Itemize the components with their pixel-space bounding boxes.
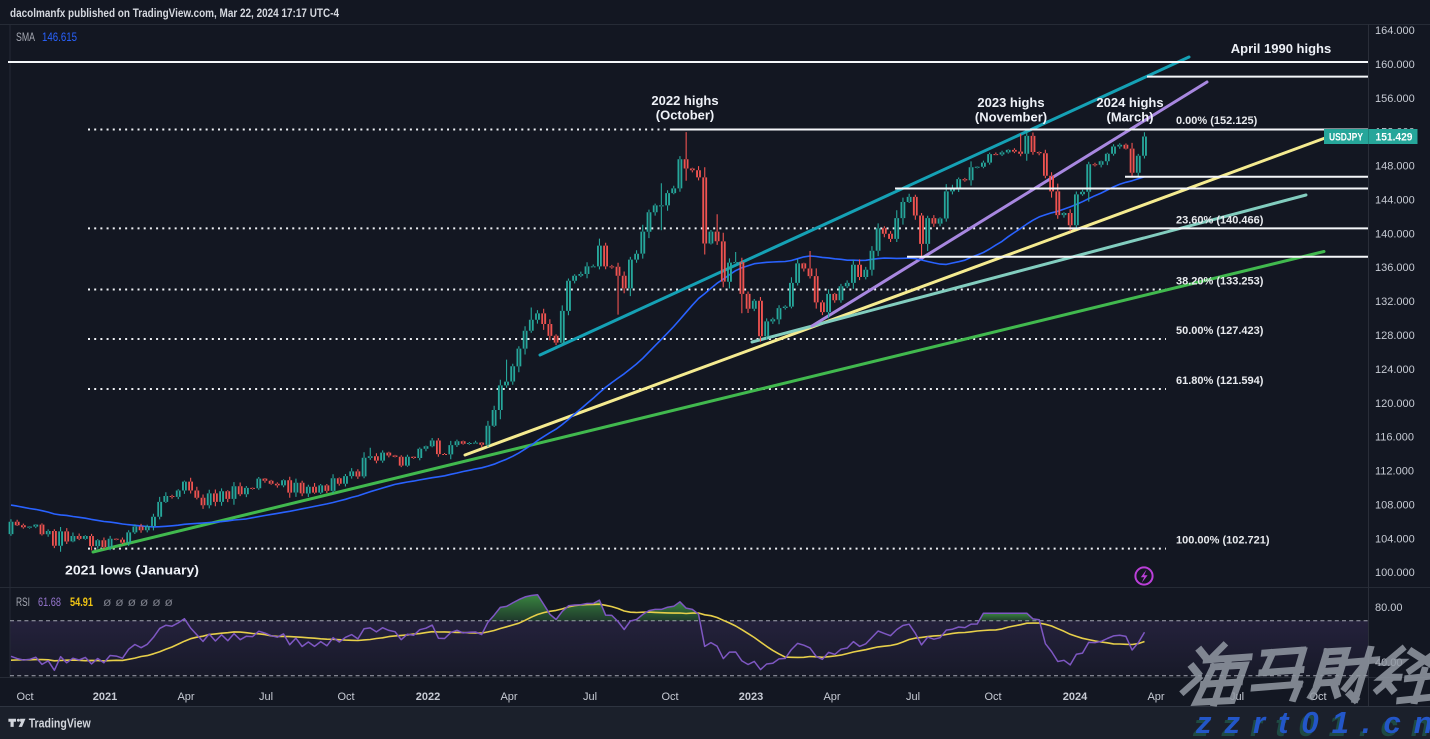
- svg-text:Apr: Apr: [1147, 691, 1164, 703]
- svg-text:38.20% (133.253): 38.20% (133.253): [1176, 276, 1264, 288]
- svg-text:156.000: 156.000: [1375, 93, 1415, 105]
- svg-text:April 1990 highs: April 1990 highs: [1231, 41, 1331, 56]
- svg-text:23.60% (140.466): 23.60% (140.466): [1176, 215, 1264, 227]
- svg-text:zzrt01.cn: zzrt01.cn: [1195, 705, 1430, 739]
- svg-text:(November): (November): [975, 110, 1047, 125]
- svg-text:SMA: SMA: [16, 30, 35, 44]
- svg-text:112.000: 112.000: [1375, 466, 1414, 478]
- svg-text:164.000: 164.000: [1375, 25, 1415, 37]
- svg-text:0.00% (152.125): 0.00% (152.125): [1176, 115, 1258, 127]
- svg-text:132.000: 132.000: [1375, 296, 1415, 308]
- svg-text:151.429: 151.429: [1376, 132, 1413, 144]
- svg-text:(October): (October): [656, 108, 715, 123]
- svg-text:100.000: 100.000: [1375, 567, 1415, 579]
- svg-text:124.000: 124.000: [1375, 364, 1415, 376]
- svg-text:148.000: 148.000: [1375, 161, 1415, 173]
- svg-text:2022 highs: 2022 highs: [651, 93, 718, 108]
- svg-text:Jul: Jul: [259, 691, 273, 703]
- svg-text:160.000: 160.000: [1375, 59, 1415, 71]
- svg-text:Jul: Jul: [583, 691, 597, 703]
- svg-text:Apr: Apr: [500, 691, 517, 703]
- svg-text:2023: 2023: [739, 691, 763, 703]
- svg-text:Oct: Oct: [16, 691, 33, 703]
- svg-text:2021 lows (January): 2021 lows (January): [65, 563, 199, 578]
- svg-text:RSI: RSI: [16, 595, 30, 609]
- svg-text:80.00: 80.00: [1375, 602, 1403, 614]
- svg-text:Apr: Apr: [823, 691, 840, 703]
- svg-text:100.00% (102.721): 100.00% (102.721): [1176, 535, 1270, 547]
- svg-text:Oct: Oct: [661, 691, 678, 703]
- svg-text:116.000: 116.000: [1375, 432, 1414, 444]
- svg-text:Oct: Oct: [984, 691, 1001, 703]
- svg-text:Jul: Jul: [906, 691, 920, 703]
- svg-text:TradingView: TradingView: [29, 717, 91, 731]
- svg-text:Apr: Apr: [177, 691, 194, 703]
- svg-text:2021: 2021: [93, 691, 117, 703]
- svg-text:146.615: 146.615: [42, 30, 77, 44]
- svg-text:2022: 2022: [416, 691, 440, 703]
- svg-text:61.68: 61.68: [38, 595, 61, 609]
- svg-text:61.80% (121.594): 61.80% (121.594): [1176, 375, 1264, 387]
- svg-text:54.91: 54.91: [70, 595, 93, 609]
- svg-text:50.00% (127.423): 50.00% (127.423): [1176, 325, 1264, 337]
- svg-text:dacolmanfx published on Tradin: dacolmanfx published on TradingView.com,…: [10, 8, 340, 20]
- svg-text:2023 highs: 2023 highs: [977, 95, 1044, 110]
- svg-text:140.000: 140.000: [1375, 228, 1415, 240]
- svg-text:(March): (March): [1107, 110, 1154, 125]
- svg-text:2024 highs: 2024 highs: [1096, 95, 1163, 110]
- svg-text:USDJPY: USDJPY: [1329, 132, 1364, 144]
- svg-text:128.000: 128.000: [1375, 330, 1415, 342]
- svg-text:Oct: Oct: [337, 691, 354, 703]
- svg-text:ø ø ø ø ø ø: ø ø ø ø ø ø: [103, 595, 174, 609]
- svg-text:136.000: 136.000: [1375, 262, 1415, 274]
- svg-text:104.000: 104.000: [1375, 533, 1415, 545]
- svg-text:108.000: 108.000: [1375, 499, 1415, 511]
- svg-text:144.000: 144.000: [1375, 194, 1415, 206]
- svg-text:2024: 2024: [1063, 691, 1088, 703]
- svg-text:120.000: 120.000: [1375, 398, 1415, 410]
